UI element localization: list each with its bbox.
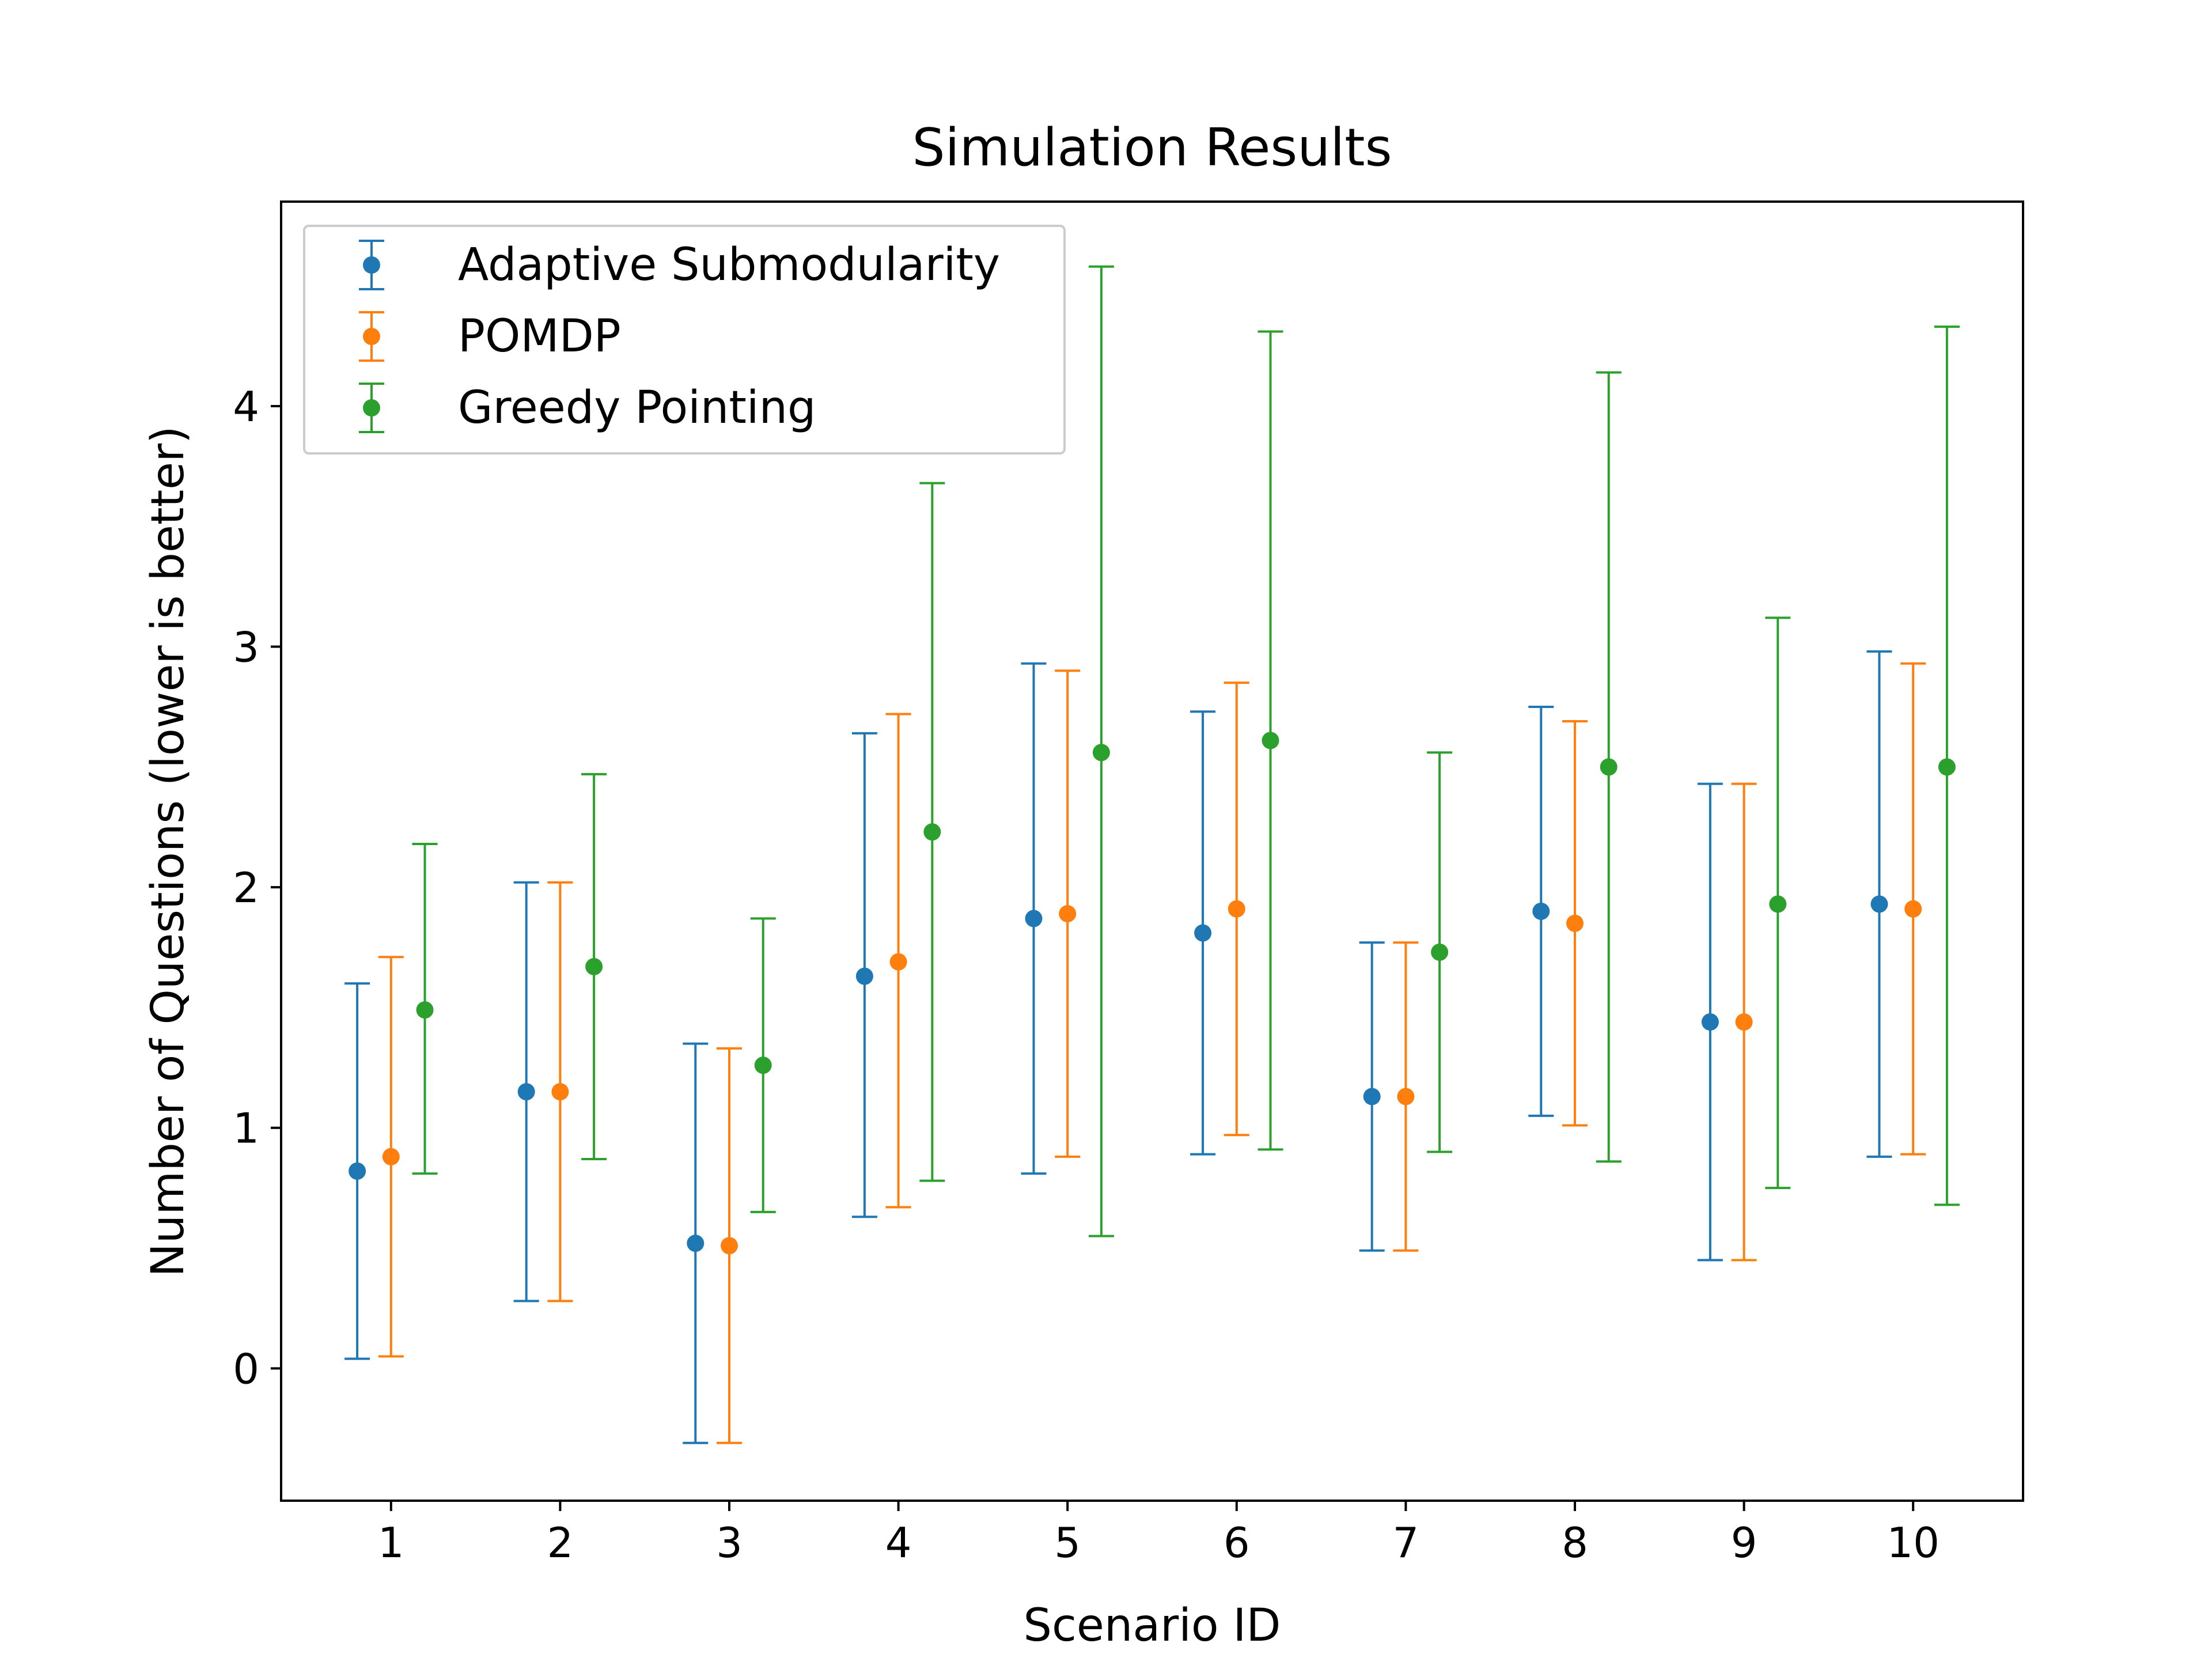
x-tick-label: 10 [1887, 1519, 1940, 1567]
y-tick-label: 1 [233, 1104, 259, 1153]
data-point [1870, 895, 1888, 913]
data-point [1904, 900, 1922, 918]
data-point [1600, 758, 1618, 776]
x-tick-label: 1 [378, 1519, 404, 1567]
data-point [1566, 914, 1584, 932]
data-point [1228, 900, 1245, 918]
x-axis-label: Scenario ID [1024, 1600, 1281, 1652]
y-tick-label: 0 [233, 1345, 259, 1393]
x-tick-label: 4 [885, 1519, 912, 1567]
data-point [1938, 758, 1956, 776]
x-tick-label: 9 [1731, 1519, 1758, 1567]
y-tick-label: 3 [233, 623, 259, 672]
legend-label: POMDP [458, 311, 621, 362]
data-point [1194, 924, 1212, 942]
x-tick-label: 2 [547, 1519, 574, 1567]
data-point [1769, 895, 1787, 913]
data-point [416, 1001, 434, 1019]
data-point [855, 967, 873, 985]
x-tick-label: 3 [716, 1519, 743, 1567]
data-point [1025, 910, 1043, 927]
data-point [889, 953, 907, 971]
x-tick-label: 6 [1224, 1519, 1250, 1567]
data-point [1059, 905, 1077, 923]
legend-label: Adaptive Submodularity [458, 239, 1000, 291]
data-point [517, 1083, 535, 1101]
data-point [923, 823, 941, 841]
data-point [585, 957, 603, 975]
legend: Adaptive Submodularity POMDP Greedy Pointi… [303, 225, 1066, 455]
data-point [1431, 943, 1449, 961]
legend-marker [363, 256, 380, 274]
x-tick-label: 8 [1562, 1519, 1588, 1567]
data-point [1701, 1013, 1719, 1031]
x-tick-label: 7 [1392, 1519, 1419, 1567]
data-point [1262, 732, 1279, 749]
legend-label: Greedy Pointing [458, 382, 816, 434]
axis-ticks: 1 2 3 4 5 6 7 8 9 10 0 1 2 3 4 [233, 383, 1940, 1567]
data-point [1735, 1013, 1753, 1031]
plot-marks [344, 265, 1960, 1444]
data-point [1092, 744, 1110, 762]
data-point [1363, 1088, 1381, 1106]
data-point [551, 1083, 569, 1101]
chart-title: Simulation Results [912, 118, 1392, 178]
legend-marker [363, 399, 380, 417]
data-point [754, 1057, 772, 1074]
legend-marker [363, 328, 380, 345]
data-point [1532, 902, 1550, 920]
data-point [721, 1237, 738, 1255]
x-tick-label: 5 [1054, 1519, 1081, 1567]
y-tick-label: 2 [233, 864, 259, 912]
y-axis-label: Number of Questions (lower is better) [142, 426, 194, 1277]
y-tick-label: 4 [233, 383, 259, 431]
data-point [1397, 1088, 1415, 1106]
data-point [687, 1235, 704, 1252]
data-point [349, 1162, 366, 1180]
data-point [382, 1148, 400, 1165]
plot-frame [280, 200, 2024, 1502]
legend-box [303, 225, 1066, 455]
